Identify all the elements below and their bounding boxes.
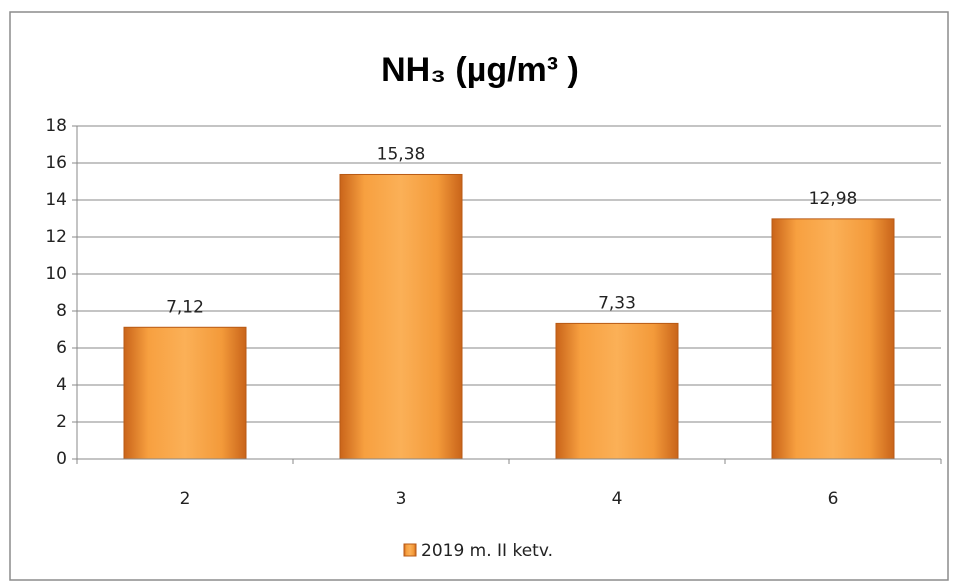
y-tick-label: 8 [56,301,67,321]
y-tick-label: 0 [56,449,67,469]
chart-title: NH₃ (µg/m³ ) [381,51,579,89]
bar [339,173,463,460]
legend-swatch [403,543,417,557]
bar [555,322,679,460]
y-tick-label: 16 [45,153,67,173]
x-tick-label: 2 [180,489,191,509]
y-tick-label: 6 [56,338,67,358]
data-label: 7,12 [166,297,204,317]
y-tick-label: 10 [45,264,67,284]
y-tick-label: 14 [45,190,67,210]
y-tick-label: 12 [45,227,67,247]
data-label: 7,33 [598,293,636,313]
y-tick-label: 2 [56,412,67,432]
legend-label: 2019 m. II ketv. [421,541,553,561]
x-tick-label: 4 [612,489,623,509]
y-tick-label: 18 [45,116,67,136]
bar [771,218,895,460]
bar [123,326,247,460]
y-tick-label: 4 [56,375,67,395]
data-label: 15,38 [377,144,426,164]
x-tick-label: 3 [396,489,407,509]
x-tick-label: 6 [828,489,839,509]
data-label: 12,98 [809,189,858,209]
